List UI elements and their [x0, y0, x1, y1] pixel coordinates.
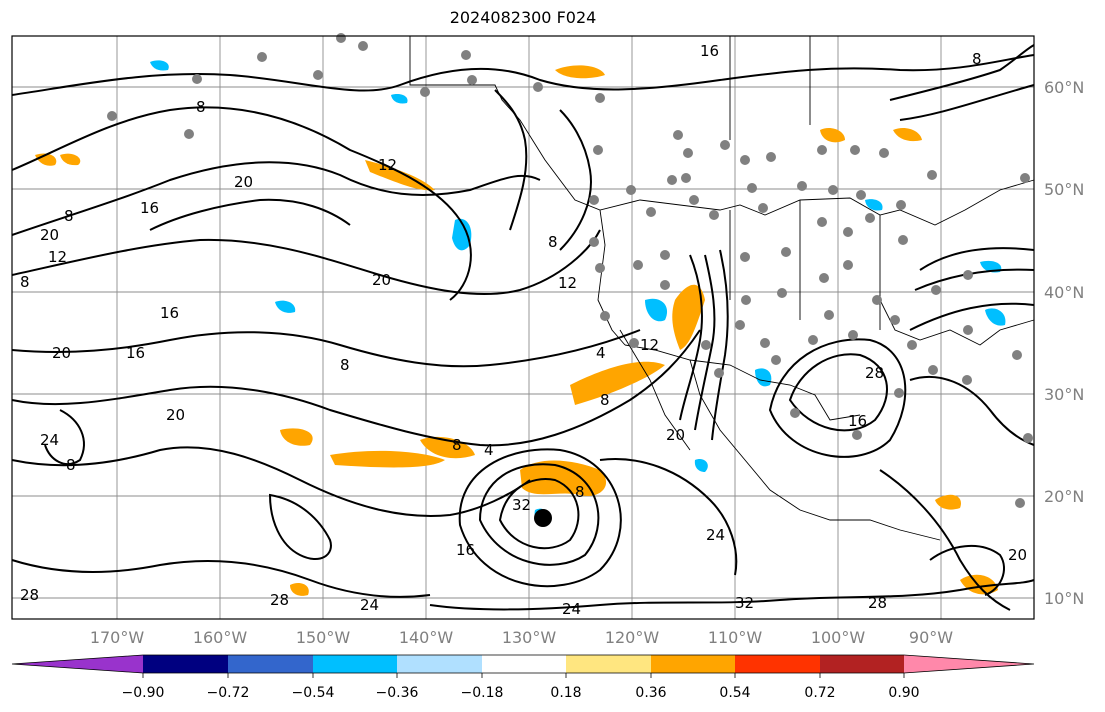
- colorbar-tick: −0.54: [292, 685, 335, 701]
- lon-label: 110°W: [708, 628, 763, 647]
- contour-label: 12: [378, 156, 397, 174]
- contour-label: 16: [456, 541, 475, 559]
- colorbar-tick: 0.18: [550, 685, 581, 701]
- shaded-field: [35, 60, 1006, 596]
- contour-label: 16: [160, 304, 179, 322]
- contour-label: 24: [40, 431, 59, 449]
- colorbar-extend-right: [904, 655, 1034, 673]
- contour-label: 12: [48, 248, 67, 266]
- lon-label: 140°W: [399, 628, 454, 647]
- contour-label: 8: [196, 98, 206, 116]
- colorbar-tick: −0.36: [376, 685, 419, 701]
- plot-frame: [11, 35, 1035, 620]
- contour-label: 12: [558, 274, 577, 292]
- graticule: [12, 36, 1034, 619]
- lat-label: 50°N: [1044, 180, 1084, 199]
- colorbar-tick: −0.18: [461, 685, 504, 701]
- contour-label: 28: [270, 591, 289, 609]
- lat-label: 10°N: [1044, 589, 1084, 608]
- colorbar-extend-left: [12, 655, 143, 673]
- contour-label: 24: [562, 600, 581, 618]
- contour-label: 16: [126, 344, 145, 362]
- contour-label: 12: [640, 336, 659, 354]
- contours: [11, 44, 1035, 611]
- colorbar-segment: [566, 655, 651, 673]
- latitude-labels: 60°N 50°N 40°N 30°N 20°N 10°N: [1044, 78, 1084, 608]
- borders: [409, 36, 1035, 541]
- colorbar-tick: −0.90: [122, 685, 165, 701]
- contour-label: 28: [865, 364, 884, 382]
- contour-label: 20: [234, 173, 253, 191]
- contour-label: 20: [1008, 546, 1027, 564]
- colorbar-segment: [228, 655, 313, 673]
- colorbar-segment: [820, 655, 904, 673]
- lon-label: 160°W: [193, 628, 248, 647]
- lon-label: 150°W: [296, 628, 351, 647]
- contour-label: 8: [548, 233, 558, 251]
- station-markers: [107, 33, 1033, 508]
- contour-label: 8: [340, 356, 350, 374]
- contour-label: 8: [600, 391, 610, 409]
- colorbar-tick: 0.36: [635, 685, 666, 701]
- contour-label: 32: [735, 594, 754, 612]
- lon-label: 170°W: [90, 628, 145, 647]
- contour-label: 16: [140, 199, 159, 217]
- colorbar-tick: 0.72: [804, 685, 835, 701]
- contour-label: 8: [66, 456, 76, 474]
- contour-label: 4: [484, 441, 494, 459]
- contour-label: 8: [64, 207, 74, 225]
- contour-label: 16: [848, 412, 867, 430]
- colorbar: −0.90 −0.72 −0.54 −0.36 −0.18 0.18 0.36 …: [11, 654, 1035, 701]
- contour-label: 20: [166, 406, 185, 424]
- contour-label: 20: [52, 344, 71, 362]
- contour-label: 20: [372, 271, 391, 289]
- lon-label: 120°W: [605, 628, 660, 647]
- storm-center-marker: [534, 509, 552, 527]
- lat-label: 60°N: [1044, 78, 1084, 97]
- lat-label: 30°N: [1044, 385, 1084, 404]
- contour-label: 20: [666, 426, 685, 444]
- colorbar-tick: 0.54: [719, 685, 750, 701]
- lon-label: 100°W: [811, 628, 866, 647]
- contour-label: 8: [452, 436, 462, 454]
- contour-label: 28: [20, 586, 39, 604]
- contour-label: 28: [868, 594, 887, 612]
- colorbar-tick: 0.90: [888, 685, 919, 701]
- colorbar-segment: [482, 655, 566, 673]
- plot-area: [12, 36, 1034, 619]
- contour-label: 16: [700, 42, 719, 60]
- colorbar-segment: [651, 655, 735, 673]
- contour-label: 20: [40, 226, 59, 244]
- map-title: 2024082300 F024: [449, 8, 597, 27]
- contour-label: 4: [596, 344, 606, 362]
- contour-label: 8: [575, 483, 585, 501]
- colorbar-segment: [397, 655, 482, 673]
- colorbar-segment: [735, 655, 820, 673]
- contour-label: 24: [706, 526, 725, 544]
- contour-label: 8: [20, 273, 30, 291]
- lat-label: 20°N: [1044, 487, 1084, 506]
- contour-labels: 16 8 20 16 8 12 20 12 8 16 8 20 12 8 4 8…: [20, 42, 1027, 618]
- longitude-labels: 170°W 160°W 150°W 140°W 130°W 120°W 110°…: [90, 628, 953, 647]
- contour-label: 24: [360, 596, 379, 614]
- contour-label: 32: [512, 496, 531, 514]
- lon-label: 90°W: [909, 628, 953, 647]
- colorbar-segment: [313, 655, 397, 673]
- lon-label: 130°W: [502, 628, 557, 647]
- contour-label: 8: [972, 50, 982, 68]
- colorbar-tick: −0.72: [207, 685, 250, 701]
- colorbar-segment: [143, 655, 228, 673]
- lat-label: 40°N: [1044, 283, 1084, 302]
